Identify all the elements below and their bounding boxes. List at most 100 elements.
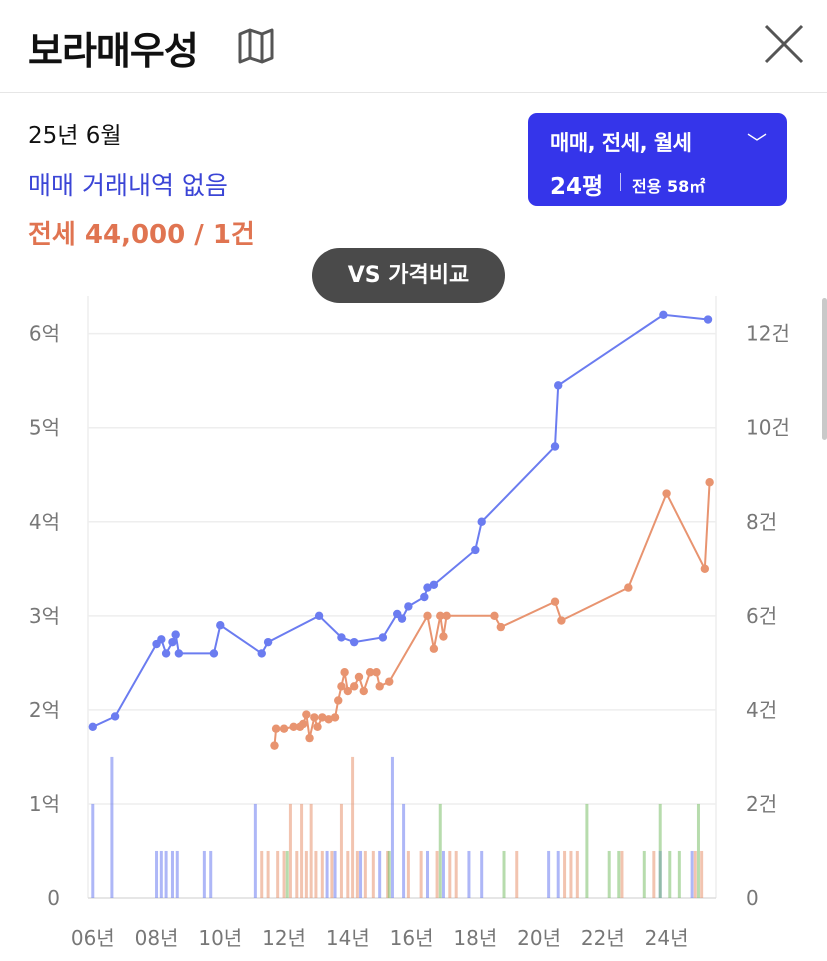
x-tick-label: 06년 bbox=[71, 926, 115, 950]
rent-volume-bar bbox=[700, 850, 704, 898]
rent-volume-bar bbox=[406, 850, 410, 898]
wolse-volume-bar bbox=[642, 850, 646, 898]
y-left-tick-label: 3억 bbox=[29, 604, 60, 628]
rent-volume-bar bbox=[330, 850, 334, 898]
sale-price-point bbox=[157, 635, 166, 644]
sale-volume-bar bbox=[159, 850, 163, 898]
rent-volume-bar bbox=[282, 850, 286, 898]
wolse-volume-bar bbox=[387, 850, 391, 898]
rent-volume-bar bbox=[386, 850, 390, 898]
rent-volume-bar bbox=[515, 850, 519, 898]
y-left-tick-label: 0 bbox=[47, 886, 60, 910]
sale-price-point bbox=[429, 580, 439, 589]
map-icon[interactable] bbox=[236, 28, 276, 64]
rent-price-point bbox=[557, 616, 566, 625]
y-right-tick-label: 0 bbox=[746, 886, 759, 910]
scrollbar[interactable] bbox=[822, 298, 827, 440]
sale-volume-bar bbox=[253, 803, 257, 898]
rent-price-point bbox=[439, 632, 448, 641]
rent-price-point bbox=[337, 682, 346, 691]
sale-price-point bbox=[161, 649, 171, 658]
rent-volume-bar bbox=[304, 850, 308, 898]
rent-volume-bar bbox=[320, 850, 324, 898]
sale-volume-bar bbox=[480, 850, 484, 898]
sale-price-point bbox=[420, 592, 429, 602]
rent-volume-bar bbox=[563, 850, 567, 898]
rent-volume-bar bbox=[448, 850, 452, 898]
x-tick-label: 12년 bbox=[262, 926, 306, 950]
rent-price-point bbox=[318, 713, 327, 722]
rent-volume-bar bbox=[309, 803, 313, 898]
rent-price-point bbox=[490, 611, 499, 621]
sale-volume-bar bbox=[170, 850, 174, 898]
sale-volume-bar bbox=[359, 850, 363, 898]
rent-volume-bar bbox=[652, 850, 656, 898]
x-tick-label: 16년 bbox=[390, 926, 434, 950]
rent-price-point bbox=[429, 644, 439, 653]
sale-price-point bbox=[337, 633, 346, 642]
sale-volume-bar bbox=[164, 850, 168, 898]
wolse-volume-bar bbox=[677, 850, 681, 898]
rent-price-point bbox=[705, 478, 714, 487]
sale-price-line bbox=[92, 313, 709, 728]
rent-volume-bar bbox=[575, 850, 579, 898]
sale-price-point bbox=[171, 630, 180, 639]
rent-price-point bbox=[324, 715, 333, 724]
sale-volume-bar bbox=[547, 850, 551, 898]
sale-price-point bbox=[471, 545, 480, 555]
x-tick-label: 20년 bbox=[517, 926, 561, 950]
rent-volume-bar bbox=[295, 850, 299, 898]
deal-type-filter-button[interactable]: 매매, 전세, 월세 ﹀ 24평 전용 58㎡ bbox=[528, 113, 787, 206]
x-tick-label: 22년 bbox=[581, 926, 625, 950]
rent-price-point bbox=[365, 668, 375, 677]
rent-price-point bbox=[334, 696, 343, 705]
sale-status: 매매 거래내역 없음 bbox=[28, 171, 228, 200]
price-compare-button[interactable]: VS 가격비교 bbox=[312, 248, 505, 303]
sale-price-point bbox=[554, 381, 563, 390]
rent-price-point bbox=[700, 564, 710, 573]
sale-price-point bbox=[477, 517, 486, 526]
sale-volume-bar bbox=[378, 850, 382, 898]
sale-volume-bar bbox=[441, 850, 445, 898]
wolse-volume-bar bbox=[668, 850, 672, 898]
sale-volume-bar bbox=[690, 850, 694, 898]
wolse-volume-bar bbox=[658, 803, 662, 898]
rent-price-point bbox=[423, 611, 432, 621]
deal-types-label: 매매, 전세, 월세 bbox=[550, 131, 692, 155]
wolse-volume-bar bbox=[502, 850, 506, 898]
rent-price-point bbox=[313, 722, 322, 732]
header: 보라매우성 bbox=[0, 0, 827, 93]
rent-volume-bar bbox=[266, 850, 270, 898]
rent-volume-bar bbox=[454, 850, 458, 898]
sale-price-point bbox=[404, 602, 413, 611]
chevron-down-icon: ﹀ bbox=[747, 131, 767, 155]
y-right-tick-label: 6건 bbox=[746, 604, 777, 628]
rent-volume-bar bbox=[620, 850, 624, 898]
sale-volume-bar bbox=[209, 850, 213, 898]
close-icon[interactable] bbox=[760, 20, 808, 68]
rent-price-point bbox=[289, 722, 298, 732]
sale-volume-bar bbox=[390, 756, 394, 898]
x-tick-label: 10년 bbox=[198, 926, 242, 950]
sale-price-point bbox=[216, 621, 225, 630]
rent-price-point bbox=[354, 672, 364, 682]
wolse-volume-bar bbox=[585, 803, 589, 898]
rent-price-point bbox=[305, 733, 314, 743]
sale-volume-bar bbox=[202, 850, 206, 898]
rent-volume-bar bbox=[276, 850, 280, 898]
y-right-tick-label: 2건 bbox=[746, 792, 777, 816]
wolse-volume-bar bbox=[617, 850, 621, 898]
rent-volume-bar bbox=[339, 803, 343, 898]
y-left-tick-label: 2억 bbox=[29, 698, 60, 722]
sale-volume-bar bbox=[333, 850, 337, 898]
sale-volume-bar bbox=[155, 850, 159, 898]
sale-volume-bar bbox=[402, 803, 406, 898]
x-tick-label: 08년 bbox=[135, 926, 179, 950]
rent-price-point bbox=[624, 583, 633, 592]
pyeong-label: 24평 bbox=[550, 174, 604, 200]
y-right-tick-label: 10건 bbox=[746, 416, 790, 440]
wolse-volume-bar bbox=[285, 850, 289, 898]
sale-price-point bbox=[703, 315, 713, 324]
x-tick-label: 18년 bbox=[453, 926, 497, 950]
